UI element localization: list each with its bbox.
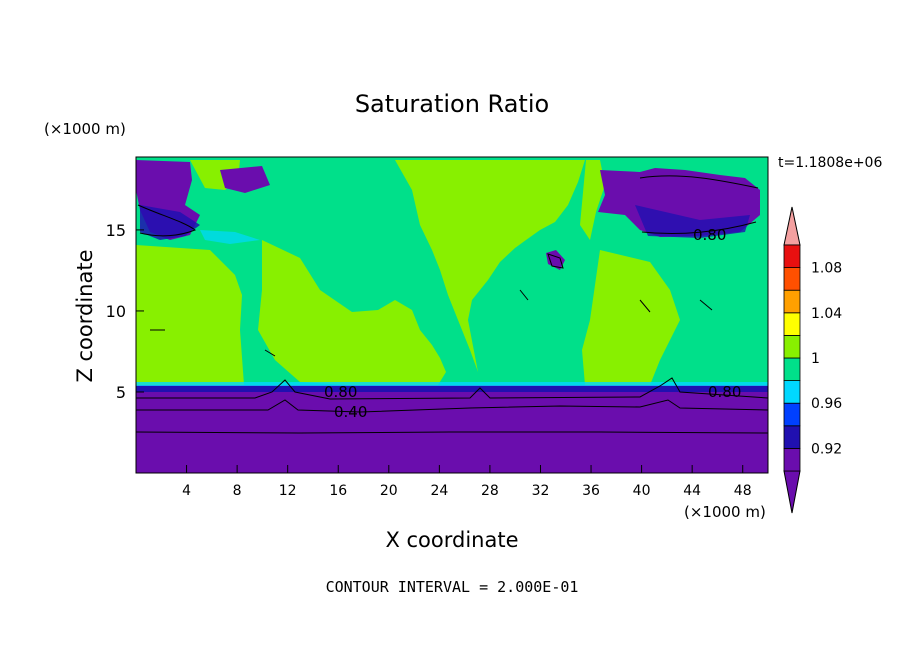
contour-label-0-80-right: 0.80	[708, 383, 741, 401]
x-tick-label: 48	[734, 483, 752, 499]
x-tick-label: 8	[233, 483, 242, 499]
colorbar-segment	[783, 289, 801, 314]
green-region-mid	[258, 240, 446, 385]
x-tick-label: 12	[279, 483, 297, 499]
colorbar-over-arrow	[783, 206, 801, 246]
x-axis-label: X coordinate	[385, 528, 518, 552]
x-tick-label: 28	[481, 483, 499, 499]
y-axis: 5 10 15	[106, 221, 144, 402]
y-tick-label: 10	[106, 302, 126, 321]
x-tick-label: 24	[430, 483, 448, 499]
chart-title: Saturation Ratio	[355, 90, 549, 118]
green-region-right	[582, 250, 680, 385]
colorbar-tick-label: 1	[811, 351, 820, 367]
colorbar-tick-label: 0.92	[811, 441, 842, 457]
y-axis-label: Z coordinate	[73, 249, 97, 382]
green-region-right-upper	[580, 160, 605, 240]
time-label: t=1.1808e+06	[778, 155, 882, 171]
contour-lines	[136, 175, 768, 434]
colorbar-segment	[783, 244, 801, 269]
blue-edge-top-left	[140, 205, 200, 240]
contour-label-0-80-left: 0.80	[324, 383, 357, 401]
x-tick-label: 20	[380, 483, 398, 499]
colorbar-tick-label: 1.08	[811, 261, 842, 277]
dry-lower-layer	[136, 385, 768, 473]
colorbar-segment	[783, 447, 801, 472]
colorbar-segment	[783, 357, 801, 382]
x-tick-label: 16	[329, 483, 347, 499]
cyan-edge-top	[200, 230, 260, 244]
colorbar-under-arrow	[783, 470, 801, 514]
x-tick-label: 4	[182, 483, 191, 499]
plot-area: 0.80 0.40 0.80 0.80	[136, 157, 768, 473]
contour-label-0-80-top: 0.80	[693, 226, 726, 244]
colorbar-tick-label: 0.96	[811, 396, 842, 412]
x-tick-label: 32	[532, 483, 550, 499]
x-unit-label: (×1000 m)	[684, 503, 766, 521]
green-region-center	[240, 160, 585, 372]
y-tick-label: 5	[116, 383, 126, 402]
colorbar-tick-label: 1.04	[811, 306, 842, 322]
contour-interval-footer: CONTOUR INTERVAL = 2.000E-01	[326, 578, 579, 596]
contour-label-0-40: 0.40	[334, 403, 367, 421]
green-region-left	[136, 245, 244, 385]
z-unit-label: (×1000 m)	[44, 120, 126, 138]
colorbar-segment	[783, 402, 801, 427]
blue-boundary-strip	[136, 386, 768, 392]
x-tick-label: 40	[633, 483, 651, 499]
colorbar-segment	[783, 334, 801, 359]
x-tick-label: 36	[582, 483, 600, 499]
y-tick-label: 15	[106, 221, 126, 240]
colorbar: 0.92 0.96 1 1.04 1.08	[783, 206, 842, 514]
x-tick-label: 44	[683, 483, 701, 499]
x-axis: 4 8 12 16 20 24 28 32 36 40 44 48	[182, 465, 752, 499]
colorbar-segment	[783, 312, 801, 336]
plot-frame	[135, 156, 769, 474]
colorbar-segment	[783, 425, 801, 449]
colorbar-segment	[783, 380, 801, 404]
colorbar-segment	[783, 267, 801, 291]
moist-cloud-upper-left	[220, 166, 270, 193]
